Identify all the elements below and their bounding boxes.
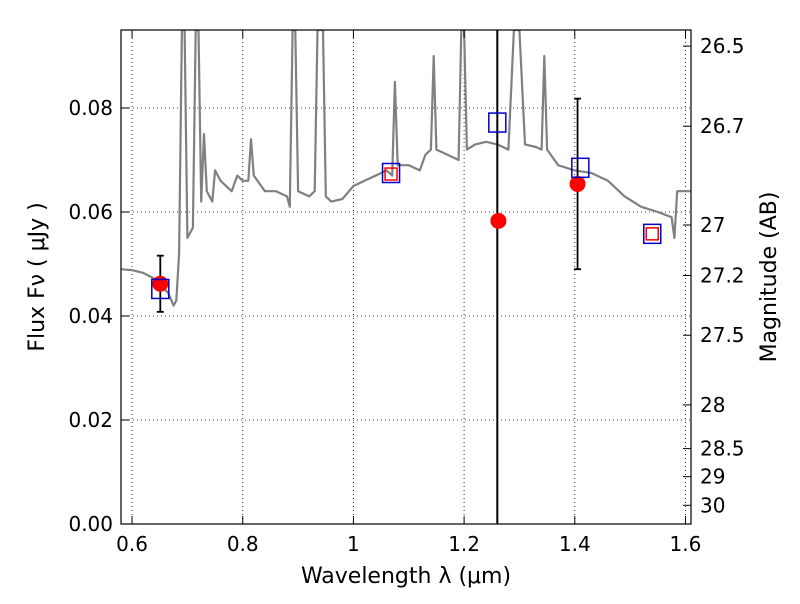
- upper-limit-marker: [384, 167, 398, 181]
- right-tick-label: 27.5: [700, 323, 745, 347]
- plot-area: [121, 30, 691, 524]
- x-tick-label: 1: [347, 532, 360, 556]
- observed-point: [569, 175, 586, 192]
- y-axis-label: Flux Fν ( μJy ): [25, 202, 50, 351]
- model-point: [571, 157, 590, 179]
- model-point: [151, 278, 170, 300]
- plot-frame: [120, 29, 692, 525]
- x-tick-label: 1.4: [559, 532, 591, 556]
- x-tick-label: 1.2: [448, 532, 480, 556]
- labels-layer: Wavelength λ (μm) Flux Fν ( μJy ) Magnit…: [25, 192, 782, 589]
- y-tick-label: 0.02: [68, 408, 113, 432]
- spectrum-line: [121, 30, 691, 307]
- right-tick-label: 28: [700, 393, 725, 417]
- model-point: [381, 162, 401, 184]
- x-tick-label: 0.8: [227, 532, 259, 556]
- right-tick-label: 27: [700, 213, 725, 237]
- observed-point: [490, 212, 507, 229]
- model-point: [488, 112, 507, 133]
- right-axis-label: Magnitude (AB): [757, 192, 782, 363]
- axes-layer: 0.6 0.8 1 1.2 1.4 1.6 0.00 0.02 0.04 0.06 0.08 26.5…: [68, 29, 745, 556]
- right-tick-label: 26.5: [700, 34, 745, 58]
- right-tick-label: 26.7: [700, 114, 745, 138]
- x-tick-label: 0.6: [116, 532, 148, 556]
- x-tick-label: 1.6: [670, 532, 702, 556]
- upper-limit-marker: [645, 227, 660, 241]
- observed-point: [152, 275, 169, 292]
- right-tick-label: 28.5: [700, 437, 745, 461]
- right-tick-label: 30: [700, 493, 725, 517]
- right-tick-label: 27.2: [700, 263, 745, 287]
- y-tick-label: 0.08: [68, 96, 113, 120]
- y-tick-label: 0.00: [68, 512, 113, 536]
- x-axis-label: Wavelength λ (μm): [301, 564, 511, 589]
- model-point: [643, 223, 662, 245]
- right-tick-label: 29: [700, 465, 725, 489]
- y-tick-label: 0.04: [68, 304, 113, 328]
- y-tick-label: 0.06: [68, 200, 113, 224]
- grid-layer: [121, 30, 691, 525]
